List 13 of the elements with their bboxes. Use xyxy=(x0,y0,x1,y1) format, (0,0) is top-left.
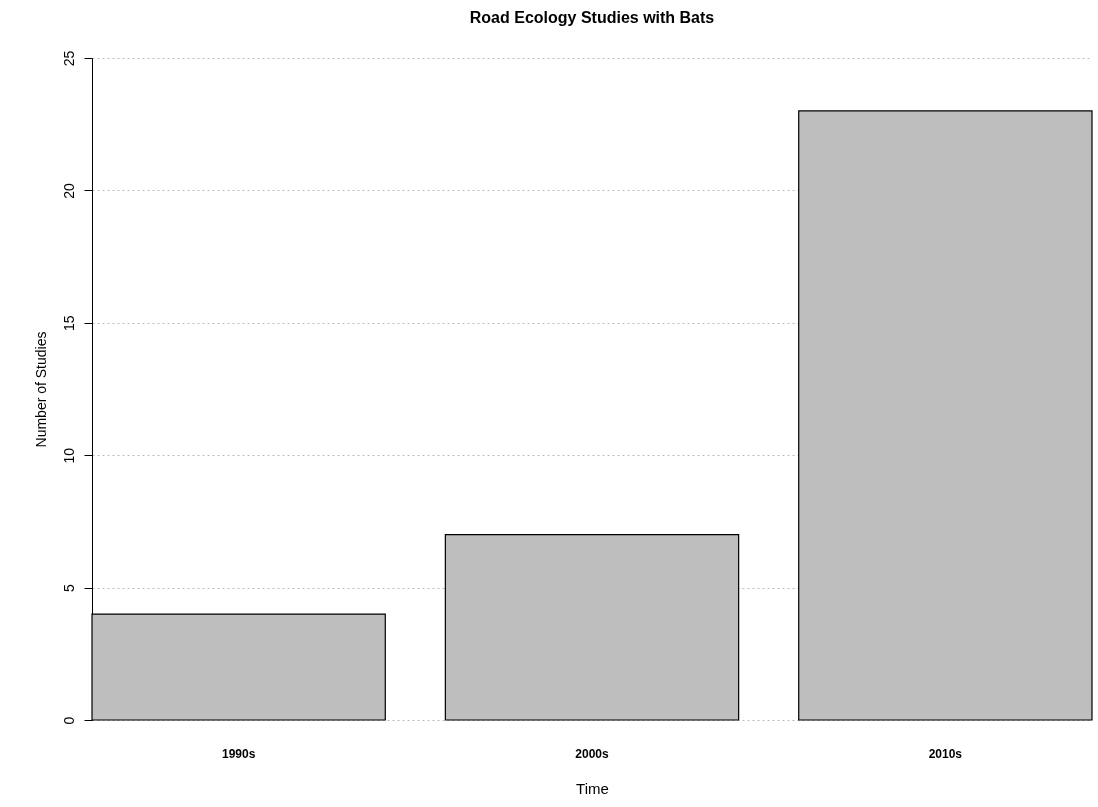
bar xyxy=(798,110,1093,721)
y-axis-title: Number of Studies xyxy=(32,331,49,448)
x-tick-label: 2010s xyxy=(928,746,963,761)
chart-title: Road Ecology Studies with Bats xyxy=(469,9,715,27)
y-tick-label: 5 xyxy=(60,584,77,592)
x-tick-label: 1990s xyxy=(221,746,256,761)
y-tick-label: 25 xyxy=(60,50,77,67)
y-tick-label: 0 xyxy=(60,716,77,725)
x-axis-title: Time xyxy=(576,779,609,797)
y-tick-label: 10 xyxy=(60,447,77,464)
x-tick-label: 2000s xyxy=(575,746,610,761)
y-tick-label: 15 xyxy=(60,315,77,332)
y-tick-label: 20 xyxy=(60,182,77,199)
